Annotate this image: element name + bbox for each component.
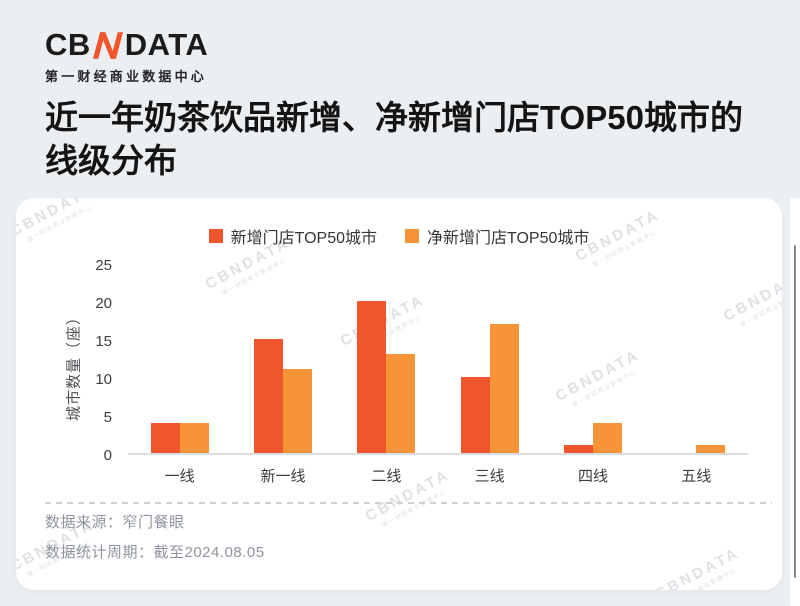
x-axis-label: 一线 (164, 468, 195, 485)
bar-pair (128, 265, 231, 453)
legend-swatch (208, 229, 223, 243)
x-axis-label: 三线 (474, 468, 505, 485)
logo-text-suffix: DATA (124, 27, 209, 62)
logo-letter-n-icon (92, 32, 123, 59)
bar-pair (335, 265, 438, 453)
bar (696, 445, 726, 453)
scrollbar-thumb[interactable] (794, 245, 796, 578)
bar (253, 339, 283, 453)
bar-group: 四线 (541, 265, 644, 485)
x-axis-label: 新一线 (260, 468, 306, 485)
chart-card: CBNDATA 第一财经商业数据中心 CBNDATA 第一财经商业数据中心 CBNDAT… (16, 198, 782, 590)
chart-legend: 新增门店TOP50城市 净新增门店TOP50城市 (16, 224, 782, 248)
bar (563, 445, 593, 453)
data-period-note: 数据统计周期：截至2024.08.05 (45, 544, 265, 561)
cbndata-logo: CB DATA (45, 28, 208, 62)
y-tick-label: 10 (95, 371, 112, 388)
y-tick-label: 15 (95, 333, 112, 350)
plot-area: 一线 新一线 二线 三线 四线 五线 (128, 265, 748, 485)
bar (150, 422, 180, 453)
bar-pair (645, 265, 748, 453)
page-title: 近一年奶茶饮品新增、净新增门店TOP50城市的线级分布 (45, 99, 743, 179)
bar (592, 422, 622, 453)
bar (386, 354, 416, 453)
scrollbar-track[interactable] (790, 198, 800, 606)
bar (489, 323, 519, 453)
y-tick-label: 20 (95, 295, 112, 312)
x-axis-label: 二线 (371, 468, 402, 485)
brand-header: CB DATA 第一财经商业数据中心 (45, 28, 208, 85)
legend-item: 净新增门店TOP50城市 (405, 224, 589, 248)
legend-swatch (405, 229, 419, 243)
y-tick-label: 5 (103, 409, 112, 426)
y-tick-label: 0 (103, 447, 112, 464)
x-axis-label: 四线 (577, 468, 608, 485)
bar (282, 369, 312, 453)
bar (460, 377, 490, 453)
brand-subtitle: 第一财经商业数据中心 (45, 69, 208, 84)
bar (357, 301, 387, 453)
bar-group: 一线 (128, 265, 231, 485)
legend-label: 新增门店TOP50城市 (230, 230, 377, 247)
x-axis-label: 五线 (681, 468, 712, 485)
data-source-note: 数据来源：窄门餐眼 (45, 514, 185, 531)
logo-text-prefix: CB (45, 27, 91, 62)
bar-pair (438, 265, 541, 453)
y-axis-ticks: 0 5 10 15 20 25 (74, 257, 112, 464)
bar-group: 五线 (645, 265, 748, 485)
legend-label: 净新增门店TOP50城市 (427, 230, 590, 247)
dashed-divider (45, 502, 772, 504)
y-tick-label: 25 (95, 257, 112, 274)
bar-group: 三线 (438, 265, 541, 485)
bar-group: 二线 (335, 265, 438, 485)
bar-pair (541, 265, 644, 453)
legend-item: 新增门店TOP50城市 (208, 224, 377, 248)
bar-group: 新一线 (231, 265, 334, 485)
bar-pair (231, 265, 334, 453)
bar (179, 422, 209, 453)
